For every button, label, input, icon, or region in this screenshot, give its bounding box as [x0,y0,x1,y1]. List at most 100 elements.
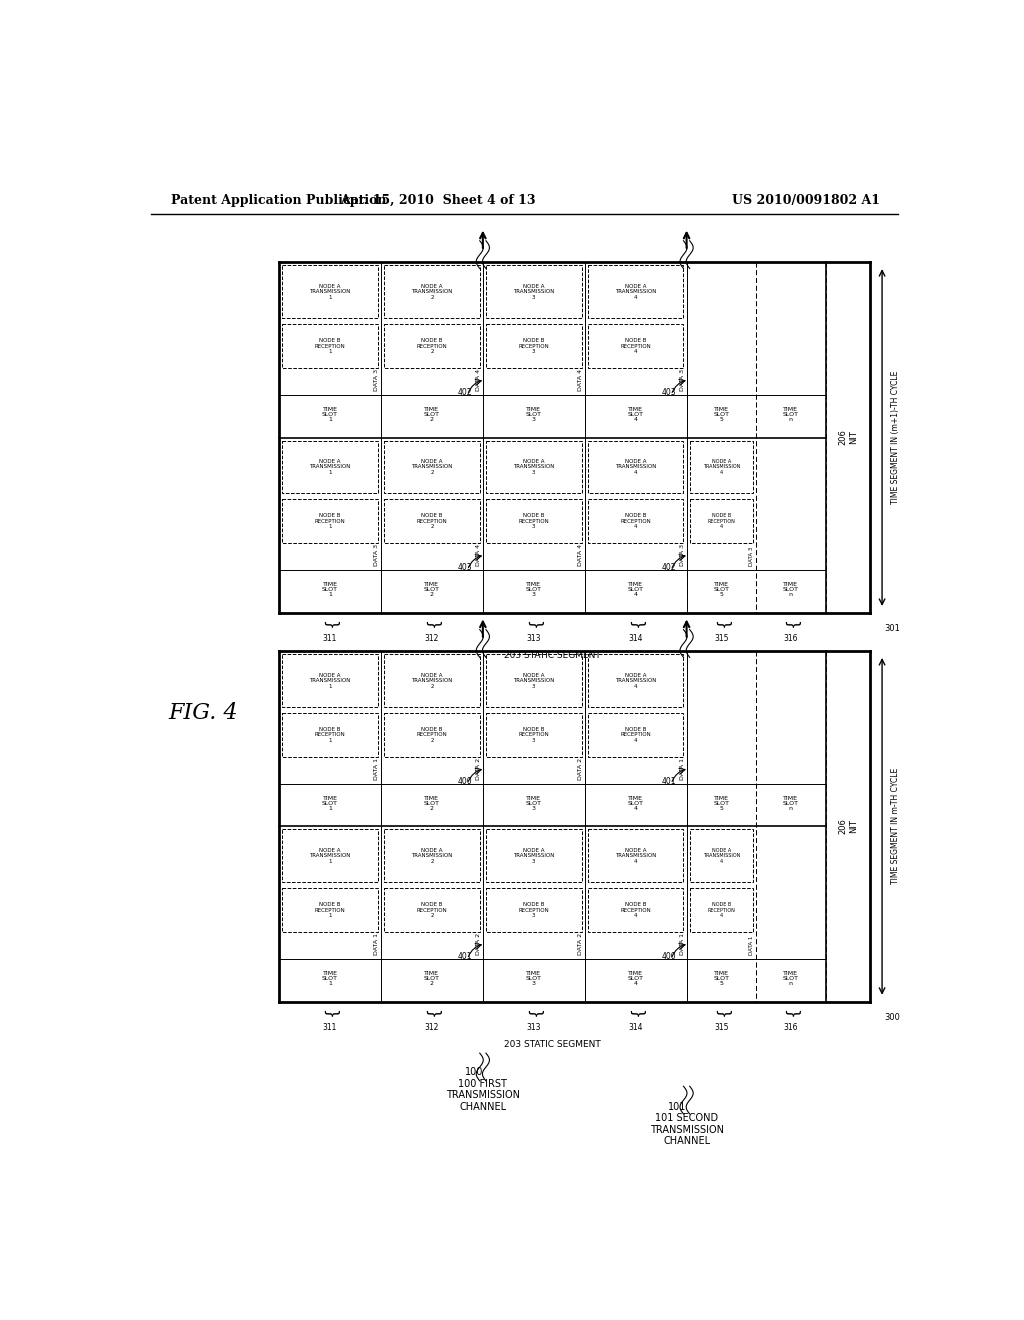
Bar [283,713,378,756]
Text: DATA 4: DATA 4 [579,544,584,566]
Text: }: } [628,620,643,630]
Text: TIME
SLOT
4: TIME SLOT 4 [628,970,644,986]
Text: TIME
SLOT
n: TIME SLOT n [782,407,799,421]
Text: TIME
SLOT
1: TIME SLOT 1 [323,582,338,597]
Text: TIME
SLOT
5: TIME SLOT 5 [714,407,729,421]
Text: 314: 314 [629,1023,643,1032]
Text: }: } [323,620,338,630]
Text: 315: 315 [714,635,728,643]
Text: TIME
SLOT
4: TIME SLOT 4 [628,796,644,810]
Bar [486,325,582,368]
Text: NODE B
RECEPTION
2: NODE B RECEPTION 2 [417,727,447,743]
Bar [384,888,480,932]
Text: }: } [714,620,729,630]
Text: DATA 2: DATA 2 [476,933,481,956]
Text: TIME
SLOT
2: TIME SLOT 2 [424,582,440,597]
Text: }: } [714,1010,729,1019]
Text: NODE A
TRANSMISSION
4: NODE A TRANSMISSION 4 [702,847,740,863]
Text: 316: 316 [783,635,798,643]
Text: NODE A
TRANSMISSION
1: NODE A TRANSMISSION 1 [309,459,351,475]
Bar [588,655,683,708]
Text: TIME
SLOT
n: TIME SLOT n [782,970,799,986]
Text: DATA 3: DATA 3 [680,544,685,566]
Text: Patent Application Publication: Patent Application Publication [171,194,386,207]
Text: TIME
SLOT
2: TIME SLOT 2 [424,796,440,810]
Text: }: } [526,1010,542,1019]
Bar [384,499,480,543]
Text: DATA 3: DATA 3 [680,370,685,391]
Text: TIME
SLOT
2: TIME SLOT 2 [424,970,440,986]
Bar [283,325,378,368]
Text: TIME
SLOT
1: TIME SLOT 1 [323,796,338,810]
Text: TIME
SLOT
3: TIME SLOT 3 [525,582,542,597]
Text: DATA 1: DATA 1 [375,758,380,780]
Bar [588,829,683,882]
Text: 301: 301 [885,624,900,634]
Text: 401: 401 [458,952,472,961]
Text: }: } [783,1010,799,1019]
Text: }: } [424,620,439,630]
Text: 203 STATIC SEGMENT: 203 STATIC SEGMENT [504,1040,601,1049]
Bar [690,441,753,494]
Text: }: } [323,1010,338,1019]
Bar [486,829,582,882]
Text: DATA 1: DATA 1 [750,936,755,956]
Bar [588,265,683,318]
Text: NODE A
TRANSMISSION
4: NODE A TRANSMISSION 4 [615,459,656,475]
Text: }: } [628,1010,643,1019]
Text: DATA 1: DATA 1 [680,758,685,780]
Text: 315: 315 [714,1023,728,1032]
Bar [588,499,683,543]
Text: DATA 1: DATA 1 [375,933,380,956]
Text: 316: 316 [783,1023,798,1032]
Text: NODE A
TRANSMISSION
3: NODE A TRANSMISSION 3 [513,847,554,863]
Text: TIME
SLOT
1: TIME SLOT 1 [323,407,338,421]
Text: NODE B
RECEPTION
4: NODE B RECEPTION 4 [621,727,651,743]
Text: 100 FIRST
TRANSMISSION
CHANNEL: 100 FIRST TRANSMISSION CHANNEL [445,1078,520,1111]
Text: 400: 400 [458,776,472,785]
Text: 311: 311 [323,1023,337,1032]
Text: NODE B
RECEPTION
1: NODE B RECEPTION 1 [314,902,345,917]
Text: NODE A
TRANSMISSION
4: NODE A TRANSMISSION 4 [615,673,656,689]
Bar [690,499,753,543]
Bar [384,713,480,756]
Text: 101 SECOND
TRANSMISSION
CHANNEL: 101 SECOND TRANSMISSION CHANNEL [649,1113,724,1146]
Text: NODE B
RECEPTION
4: NODE B RECEPTION 4 [708,902,735,917]
Text: DATA 2: DATA 2 [476,758,481,780]
Text: TIME
SLOT
5: TIME SLOT 5 [714,582,729,597]
Text: TIME SEGMENT IN m-TH CYCLE: TIME SEGMENT IN m-TH CYCLE [891,768,900,884]
Text: DATA 3: DATA 3 [375,370,380,391]
Text: 400: 400 [662,952,676,961]
Bar [690,888,753,932]
Bar [283,265,378,318]
Text: NODE A
TRANSMISSION
4: NODE A TRANSMISSION 4 [615,284,656,300]
Bar [384,829,480,882]
Text: DATA 3: DATA 3 [750,546,755,566]
Text: DATA 4: DATA 4 [476,544,481,566]
Text: NODE A
TRANSMISSION
2: NODE A TRANSMISSION 2 [412,673,453,689]
Text: 314: 314 [629,635,643,643]
Text: TIME
SLOT
3: TIME SLOT 3 [525,796,542,810]
Bar [486,441,582,494]
Text: NODE B
RECEPTION
1: NODE B RECEPTION 1 [314,513,345,529]
Bar [283,888,378,932]
Text: TIME
SLOT
5: TIME SLOT 5 [714,970,729,986]
Text: NODE A
TRANSMISSION
2: NODE A TRANSMISSION 2 [412,459,453,475]
Text: NODE B
RECEPTION
1: NODE B RECEPTION 1 [314,727,345,743]
Text: DATA 2: DATA 2 [579,758,584,780]
Text: NODE A
TRANSMISSION
1: NODE A TRANSMISSION 1 [309,847,351,863]
Bar [486,655,582,708]
Bar [384,325,480,368]
Text: TIME
SLOT
1: TIME SLOT 1 [323,970,338,986]
Text: DATA 2: DATA 2 [579,933,584,956]
Bar [283,829,378,882]
Text: NODE B
RECEPTION
2: NODE B RECEPTION 2 [417,338,447,354]
Bar [588,325,683,368]
Text: NODE B
RECEPTION
1: NODE B RECEPTION 1 [314,338,345,354]
Text: 311: 311 [323,635,337,643]
Text: 312: 312 [425,635,439,643]
Bar [283,499,378,543]
Bar [486,265,582,318]
Text: DATA 4: DATA 4 [579,370,584,391]
Text: 203 STATIC SEGMENT: 203 STATIC SEGMENT [504,651,601,660]
